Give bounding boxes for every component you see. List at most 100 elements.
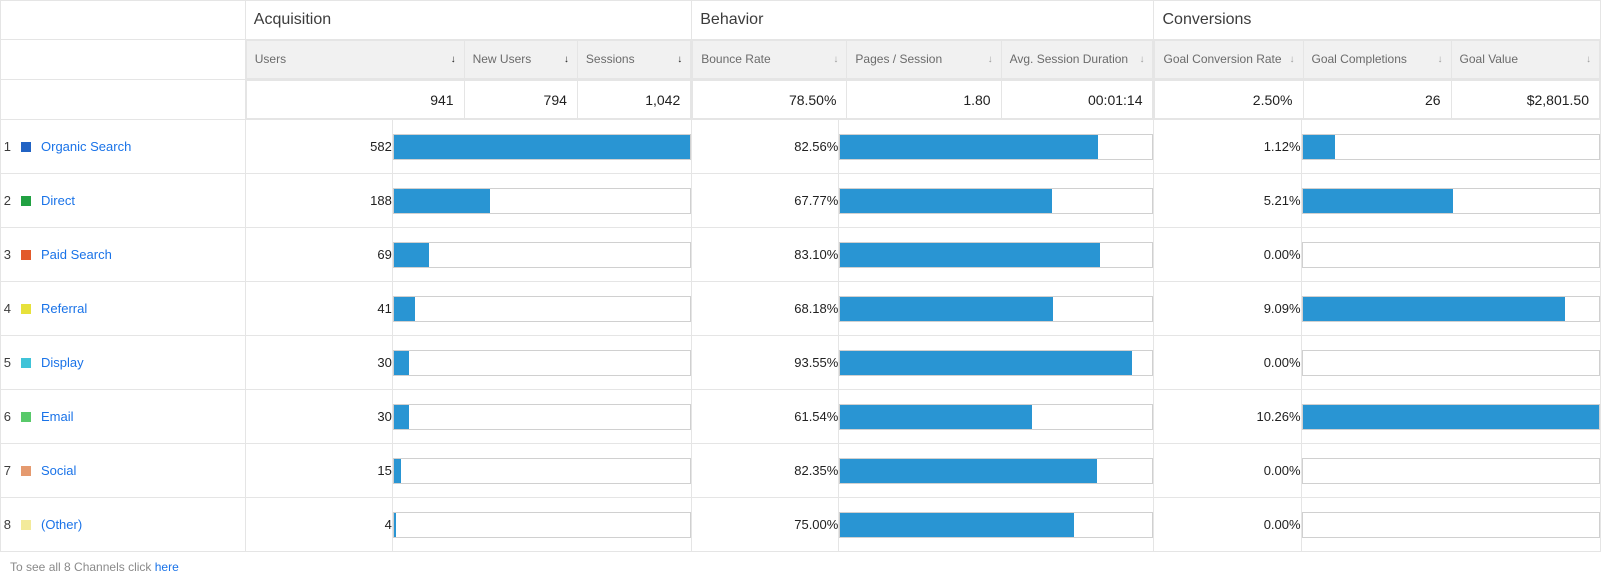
conv-bar-cell: [1301, 444, 1600, 498]
bar-outer: [839, 512, 1153, 538]
bar-fill: [394, 243, 429, 267]
bounce-value: 82.56%: [692, 120, 839, 174]
channel-link[interactable]: Organic Search: [41, 139, 131, 154]
channel-cell: 7Social: [1, 444, 246, 498]
footer-link[interactable]: here: [155, 560, 179, 574]
bounce-bar-cell: [839, 120, 1154, 174]
bar-outer: [393, 242, 691, 268]
table-row: 2Direct18867.77%5.21%: [1, 174, 1601, 228]
col-header-conversions-group[interactable]: Goal Conversion Rate ↓ Goal Completions …: [1154, 40, 1601, 80]
users-bar-cell: [392, 336, 691, 390]
channels-table: Acquisition Behavior Conversions Users ↓…: [0, 0, 1601, 552]
users-bar-cell: [392, 498, 691, 552]
conv-bar-cell: [1301, 498, 1600, 552]
super-header-row: Acquisition Behavior Conversions: [1, 1, 1601, 40]
col-header-behavior-group[interactable]: Bounce Rate ↓ Pages / Session ↓ Avg. Ses…: [692, 40, 1154, 80]
conv-value: 0.00%: [1154, 498, 1301, 552]
bar-fill: [840, 351, 1132, 375]
users-value: 69: [245, 228, 392, 282]
totals-beh-cell: 78.50% 1.80 00:01:14: [692, 80, 1154, 120]
users-bar-cell: [392, 444, 691, 498]
super-header-blank: [1, 1, 246, 40]
col-header-gcr-label: Goal Conversion Rate: [1163, 52, 1281, 66]
col-header-new-users-label: New Users: [473, 52, 532, 66]
users-value: 41: [245, 282, 392, 336]
bar-outer: [393, 350, 691, 376]
sort-down-icon: ↓: [1586, 54, 1591, 66]
bar-fill: [1303, 297, 1566, 321]
bar-fill: [840, 459, 1097, 483]
channel-cell: 8(Other): [1, 498, 246, 552]
channel-cell: 4Referral: [1, 282, 246, 336]
bar-outer: [393, 296, 691, 322]
totals-new-users: 794: [544, 92, 567, 108]
bar-outer: [839, 296, 1153, 322]
users-bar-cell: [392, 228, 691, 282]
conv-bar-cell: [1301, 174, 1600, 228]
row-index: 6: [1, 409, 11, 424]
col-header-sessions-label: Sessions: [586, 52, 635, 66]
bounce-value: 93.55%: [692, 336, 839, 390]
bounce-bar-cell: [839, 228, 1154, 282]
row-index: 3: [1, 247, 11, 262]
sub-header-row: Users ↓ New Users ↓ Sessions ↓ Bounce Ra…: [1, 40, 1601, 80]
bar-outer: [1302, 296, 1600, 322]
bar-outer: [1302, 512, 1600, 538]
bar-fill: [394, 459, 402, 483]
bar-outer: [393, 512, 691, 538]
col-header-pps-label: Pages / Session: [855, 52, 942, 66]
bar-fill: [1303, 135, 1335, 159]
channel-link[interactable]: Direct: [41, 193, 75, 208]
conv-bar-cell: [1301, 390, 1600, 444]
bar-fill: [1303, 189, 1454, 213]
channel-swatch: [21, 358, 31, 368]
bar-outer: [839, 242, 1153, 268]
channel-swatch: [21, 304, 31, 314]
conv-bar-cell: [1301, 282, 1600, 336]
channel-swatch: [21, 412, 31, 422]
conv-bar-cell: [1301, 228, 1600, 282]
channel-link[interactable]: Social: [41, 463, 76, 478]
sort-down-icon: ↓: [451, 54, 456, 66]
conv-value: 1.12%: [1154, 120, 1301, 174]
bar-outer: [393, 134, 691, 160]
channel-link[interactable]: Email: [41, 409, 74, 424]
users-value: 582: [245, 120, 392, 174]
table-row: 4Referral4168.18%9.09%: [1, 282, 1601, 336]
table-row: 6Email3061.54%10.26%: [1, 390, 1601, 444]
sort-down-icon: ↓: [677, 54, 682, 66]
sub-header-blank: [1, 40, 246, 80]
conv-value: 0.00%: [1154, 444, 1301, 498]
totals-conv-cell: 2.50% 26 $2,801.50: [1154, 80, 1601, 120]
col-header-bounce-label: Bounce Rate: [701, 52, 770, 66]
col-header-users-label: Users: [255, 52, 286, 66]
bar-outer: [393, 458, 691, 484]
conv-value: 0.00%: [1154, 336, 1301, 390]
bar-fill: [394, 351, 409, 375]
channel-link[interactable]: Referral: [41, 301, 87, 316]
channel-link[interactable]: (Other): [41, 517, 82, 532]
sort-down-icon: ↓: [833, 54, 838, 66]
bar-fill: [840, 405, 1032, 429]
table-row: 5Display3093.55%0.00%: [1, 336, 1601, 390]
conv-bar-cell: [1301, 120, 1600, 174]
col-header-users-group[interactable]: Users ↓ New Users ↓ Sessions ↓: [245, 40, 691, 80]
users-value: 4: [245, 498, 392, 552]
channel-cell: 6 Email: [1, 390, 246, 444]
channel-swatch: [21, 196, 31, 206]
bar-fill: [840, 243, 1099, 267]
super-header-behavior: Behavior: [692, 1, 1154, 40]
channel-link[interactable]: Paid Search: [41, 247, 112, 262]
bounce-bar-cell: [839, 390, 1154, 444]
bar-outer: [393, 404, 691, 430]
bar-fill: [394, 189, 490, 213]
users-value: 15: [245, 444, 392, 498]
sort-down-icon: ↓: [1139, 54, 1144, 66]
channel-link[interactable]: Display: [41, 355, 84, 370]
users-bar-cell: [392, 282, 691, 336]
totals-bounce: 78.50%: [789, 92, 836, 108]
bar-fill: [394, 297, 415, 321]
channel-cell: 2Direct: [1, 174, 246, 228]
totals-gval: $2,801.50: [1527, 92, 1589, 108]
bounce-bar-cell: [839, 174, 1154, 228]
